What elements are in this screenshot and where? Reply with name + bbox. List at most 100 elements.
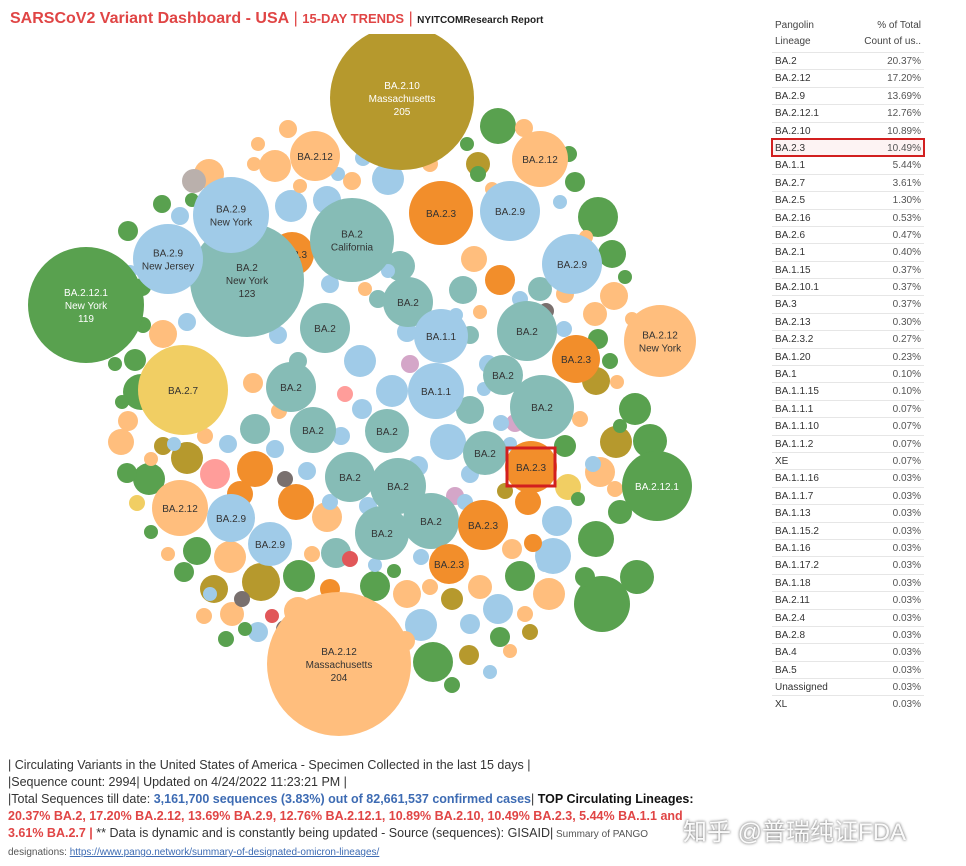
lineage-row[interactable]: BA.2 20.37% bbox=[772, 52, 924, 69]
small-bubble[interactable] bbox=[220, 602, 244, 626]
small-bubble[interactable] bbox=[149, 320, 177, 348]
small-bubble[interactable] bbox=[571, 492, 585, 506]
lineage-row[interactable]: BA.3 0.37% bbox=[772, 295, 924, 312]
small-bubble[interactable] bbox=[368, 558, 382, 572]
small-bubble[interactable] bbox=[238, 622, 252, 636]
small-bubble[interactable] bbox=[129, 495, 145, 511]
small-bubble[interactable] bbox=[247, 157, 261, 171]
small-bubble[interactable] bbox=[393, 580, 421, 608]
small-bubble[interactable] bbox=[480, 108, 516, 144]
small-bubble[interactable] bbox=[483, 665, 497, 679]
lineage-row[interactable]: BA.2.1 0.40% bbox=[772, 243, 924, 260]
small-bubble[interactable] bbox=[358, 282, 372, 296]
small-bubble[interactable] bbox=[441, 588, 463, 610]
lineage-bubble[interactable] bbox=[355, 506, 409, 560]
lineage-row[interactable]: BA.2.10.1 0.37% bbox=[772, 278, 924, 295]
lineage-row[interactable]: BA.1 0.10% bbox=[772, 365, 924, 382]
small-bubble[interactable] bbox=[413, 642, 453, 682]
small-bubble[interactable] bbox=[243, 373, 263, 393]
small-bubble[interactable] bbox=[490, 627, 510, 647]
small-bubble[interactable] bbox=[343, 172, 361, 190]
small-bubble[interactable] bbox=[460, 137, 474, 151]
lineage-bubble[interactable] bbox=[463, 431, 507, 475]
small-bubble[interactable] bbox=[485, 265, 515, 295]
small-bubble[interactable] bbox=[298, 462, 316, 480]
lineage-bubble[interactable] bbox=[310, 198, 394, 282]
small-bubble[interactable] bbox=[182, 169, 206, 193]
lineage-bubble[interactable] bbox=[414, 309, 468, 363]
small-bubble[interactable] bbox=[600, 282, 628, 310]
lineage-row[interactable]: BA.1.20 0.23% bbox=[772, 347, 924, 365]
lineage-bubble[interactable] bbox=[512, 131, 568, 187]
small-bubble[interactable] bbox=[430, 424, 466, 460]
small-bubble[interactable] bbox=[460, 614, 480, 634]
small-bubble[interactable] bbox=[293, 179, 307, 193]
small-bubble[interactable] bbox=[633, 424, 667, 458]
small-bubble[interactable] bbox=[401, 355, 419, 373]
lineage-row[interactable]: BA.1.17.2 0.03% bbox=[772, 556, 924, 573]
lineage-bubble[interactable] bbox=[290, 131, 340, 181]
small-bubble[interactable] bbox=[542, 506, 572, 536]
small-bubble[interactable] bbox=[214, 541, 246, 573]
small-bubble[interactable] bbox=[449, 276, 477, 304]
lineage-row[interactable]: BA.1.18 0.03% bbox=[772, 573, 924, 591]
lineage-bubble[interactable] bbox=[480, 181, 540, 241]
small-bubble[interactable] bbox=[240, 414, 270, 444]
small-bubble[interactable] bbox=[470, 166, 486, 182]
lineage-row[interactable]: BA.2.16 0.53% bbox=[772, 208, 924, 226]
small-bubble[interactable] bbox=[610, 375, 624, 389]
small-bubble[interactable] bbox=[144, 452, 158, 466]
lineage-bubble[interactable] bbox=[190, 223, 304, 337]
lineage-bubble[interactable] bbox=[266, 362, 316, 412]
small-bubble[interactable] bbox=[524, 534, 542, 552]
small-bubble[interactable] bbox=[251, 137, 265, 151]
small-bubble[interactable] bbox=[505, 561, 535, 591]
small-bubble[interactable] bbox=[203, 587, 217, 601]
lineage-row[interactable]: BA.2.11 0.03% bbox=[772, 591, 924, 608]
lineage-row[interactable]: BA.1.1.1 0.07% bbox=[772, 399, 924, 417]
lineage-bubble[interactable] bbox=[365, 409, 409, 453]
small-bubble[interactable] bbox=[387, 564, 401, 578]
lineage-bubble[interactable] bbox=[300, 303, 350, 353]
lineage-bubble[interactable] bbox=[552, 335, 600, 383]
small-bubble[interactable] bbox=[219, 435, 237, 453]
small-bubble[interactable] bbox=[473, 305, 487, 319]
small-bubble[interactable] bbox=[503, 644, 517, 658]
small-bubble[interactable] bbox=[174, 562, 194, 582]
small-bubble[interactable] bbox=[444, 677, 460, 693]
lineage-row[interactable]: BA.2.3 10.49% bbox=[771, 137, 925, 158]
lineage-bubble[interactable] bbox=[248, 522, 292, 566]
small-bubble[interactable] bbox=[468, 575, 492, 599]
small-bubble[interactable] bbox=[537, 556, 553, 572]
small-bubble[interactable] bbox=[183, 537, 211, 565]
small-bubble[interactable] bbox=[197, 428, 213, 444]
small-bubble[interactable] bbox=[618, 270, 632, 284]
small-bubble[interactable] bbox=[620, 560, 654, 594]
lineage-row[interactable]: BA.2.3.2 0.27% bbox=[772, 330, 924, 347]
small-bubble[interactable] bbox=[344, 345, 376, 377]
small-bubble[interactable] bbox=[117, 463, 137, 483]
lineage-row[interactable]: BA.4 0.03% bbox=[772, 643, 924, 660]
lineage-row[interactable]: BA.1.1 5.44% bbox=[772, 156, 924, 173]
lineage-bubble[interactable] bbox=[207, 494, 255, 542]
lineage-row[interactable]: BA.1.13 0.03% bbox=[772, 504, 924, 521]
small-bubble[interactable] bbox=[277, 471, 293, 487]
small-bubble[interactable] bbox=[575, 567, 595, 587]
small-bubble[interactable] bbox=[600, 426, 632, 458]
small-bubble[interactable] bbox=[585, 456, 601, 472]
lineage-bubble[interactable] bbox=[542, 234, 602, 294]
lineage-row[interactable]: BA.1.1.2 0.07% bbox=[772, 434, 924, 452]
percent-column-header[interactable]: % of Total Count of us.. bbox=[864, 20, 921, 47]
small-bubble[interactable] bbox=[613, 419, 627, 433]
lineage-row[interactable]: Unassigned 0.03% bbox=[772, 678, 924, 695]
lineage-bubble[interactable] bbox=[152, 480, 208, 536]
small-bubble[interactable] bbox=[322, 494, 338, 510]
small-bubble[interactable] bbox=[483, 594, 513, 624]
small-bubble[interactable] bbox=[376, 375, 408, 407]
lineage-bubble[interactable] bbox=[28, 247, 144, 363]
small-bubble[interactable] bbox=[565, 172, 585, 192]
small-bubble[interactable] bbox=[533, 578, 565, 610]
small-bubble[interactable] bbox=[619, 393, 651, 425]
small-bubble[interactable] bbox=[118, 221, 138, 241]
lineage-bubble[interactable] bbox=[408, 363, 464, 419]
